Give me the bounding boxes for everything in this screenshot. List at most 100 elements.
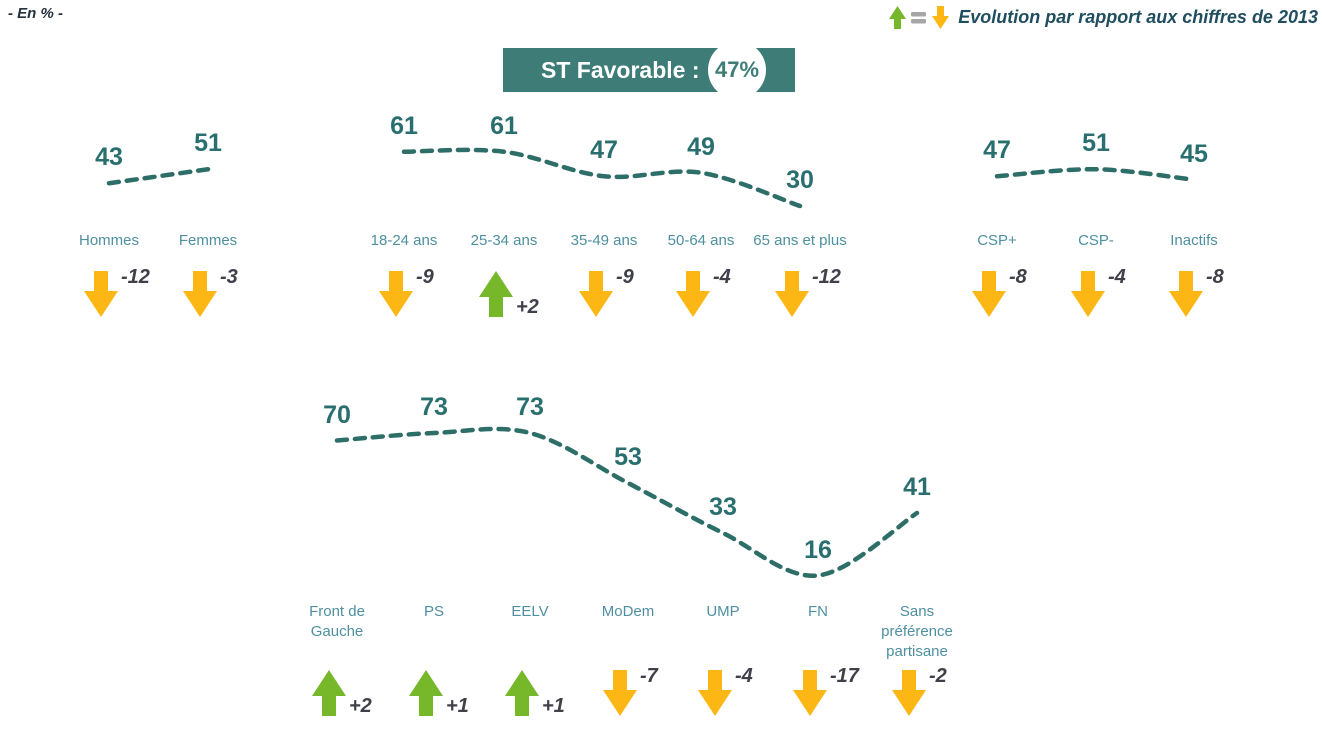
value-label: 61 [390, 111, 418, 140]
evolution-value: -4 [735, 665, 753, 687]
value-label: 73 [420, 393, 448, 421]
banner-value-badge: 47% [708, 41, 766, 99]
down-arrow-icon [84, 271, 118, 317]
down-arrow-icon [676, 271, 710, 317]
evolution-indicator: -9 [379, 266, 434, 317]
evolution-legend: Evolution par rapport aux chiffres de 20… [889, 6, 1318, 29]
category-label: 65 ans et plus [753, 232, 847, 249]
evolution-value: +1 [542, 695, 565, 717]
value-label: 16 [804, 535, 832, 564]
category-label: Hommes [78, 232, 139, 249]
equals-icon [911, 12, 927, 24]
value-label: 47 [983, 136, 1011, 165]
value-label: 33 [709, 493, 737, 521]
value-label: 53 [614, 443, 642, 471]
down-arrow-icon [579, 271, 613, 317]
category-label: MoDem [601, 603, 655, 620]
evolution-indicator: -9 [579, 266, 634, 317]
evolution-value: -4 [713, 266, 731, 288]
evolution-indicator: -4 [698, 665, 753, 716]
value-label: 73 [516, 393, 544, 421]
evolution-indicator: -12 [84, 266, 150, 317]
value-label: 47 [590, 136, 618, 165]
category-label: Inactifs [1170, 232, 1218, 249]
up-arrow-icon [505, 670, 539, 716]
category-label: CSP+ [977, 232, 1017, 249]
evolution-indicator: -8 [972, 266, 1027, 317]
down-arrow-icon [932, 6, 950, 29]
evolution-indicator: -2 [892, 665, 947, 716]
evolution-value: +2 [349, 695, 372, 717]
trend-curve-preference-partisane [334, 426, 920, 578]
value-label: 30 [786, 166, 814, 194]
category-label: 18-24 ans [370, 232, 438, 249]
evolution-value: -9 [616, 266, 634, 288]
evolution-value: -8 [1009, 266, 1027, 288]
down-arrow-icon [972, 271, 1006, 317]
evolution-indicator: -4 [1071, 266, 1126, 317]
evolution-value: -7 [640, 665, 658, 687]
down-arrow-icon [698, 670, 732, 716]
evolution-value: -8 [1206, 266, 1224, 288]
banner-value: 47% [714, 57, 760, 82]
evolution-value: -9 [416, 266, 434, 288]
category-label: PS [423, 603, 444, 620]
trend-curve-sexe [106, 167, 211, 186]
up-arrow-icon [889, 6, 907, 29]
evolution-indicator: -3 [183, 266, 238, 317]
evolution-value: +1 [446, 695, 469, 717]
banner-label: ST Favorable : [541, 57, 700, 83]
evolution-indicator: -12 [775, 266, 841, 317]
evolution-value: -3 [220, 266, 238, 288]
category-label: CSP- [1078, 232, 1114, 249]
evolution-value: +2 [516, 296, 539, 318]
legend-text: Evolution par rapport aux chiffres de 20… [958, 7, 1318, 27]
evolution-indicator: -17 [793, 665, 859, 716]
value-label: 49 [687, 132, 715, 161]
value-label: 70 [323, 400, 351, 429]
evolution-value: -12 [121, 266, 150, 288]
category-label: 35-49 ans [570, 232, 638, 249]
trend-curve-age [401, 147, 803, 209]
category-label: EELV [511, 603, 549, 620]
evolution-value: -17 [830, 665, 859, 687]
evolution-indicator: +2 [479, 271, 539, 318]
evolution-value: -2 [929, 665, 947, 687]
up-arrow-icon [312, 670, 346, 716]
up-arrow-icon [409, 670, 443, 716]
evolution-indicator: -8 [1169, 266, 1224, 317]
down-arrow-icon [379, 271, 413, 317]
value-label: 41 [903, 473, 931, 501]
down-arrow-icon [183, 271, 217, 317]
evolution-value: -12 [812, 266, 841, 288]
category-label: Femmes [178, 232, 238, 249]
value-label: 45 [1180, 139, 1208, 168]
category-label: UMP [706, 603, 740, 620]
down-arrow-icon [892, 670, 926, 716]
evolution-indicator: +1 [505, 670, 565, 717]
evolution-indicator: -7 [603, 665, 658, 716]
evolution-value: -4 [1108, 266, 1126, 288]
category-label: 50-64 ans [667, 232, 735, 249]
evolution-indicator: +2 [312, 670, 372, 717]
category-label: 25-34 ans [470, 232, 538, 249]
category-label: Sans préférence partisane [881, 603, 953, 660]
down-arrow-icon [1071, 271, 1105, 317]
down-arrow-icon [1169, 271, 1203, 317]
unit-note: - En % - [8, 5, 63, 22]
value-label: 51 [1082, 129, 1110, 158]
evolution-indicator: +1 [409, 670, 469, 717]
evolution-indicator: -4 [676, 266, 731, 317]
category-label: Front de Gauche [309, 603, 365, 640]
down-arrow-icon [603, 670, 637, 716]
trend-curve-csp [994, 166, 1197, 182]
up-arrow-icon [479, 271, 513, 317]
value-label: 43 [95, 143, 123, 172]
value-label: 51 [194, 129, 222, 158]
down-arrow-icon [793, 670, 827, 716]
value-label: 61 [490, 111, 518, 140]
category-label: FN [808, 603, 828, 620]
down-arrow-icon [775, 271, 809, 317]
